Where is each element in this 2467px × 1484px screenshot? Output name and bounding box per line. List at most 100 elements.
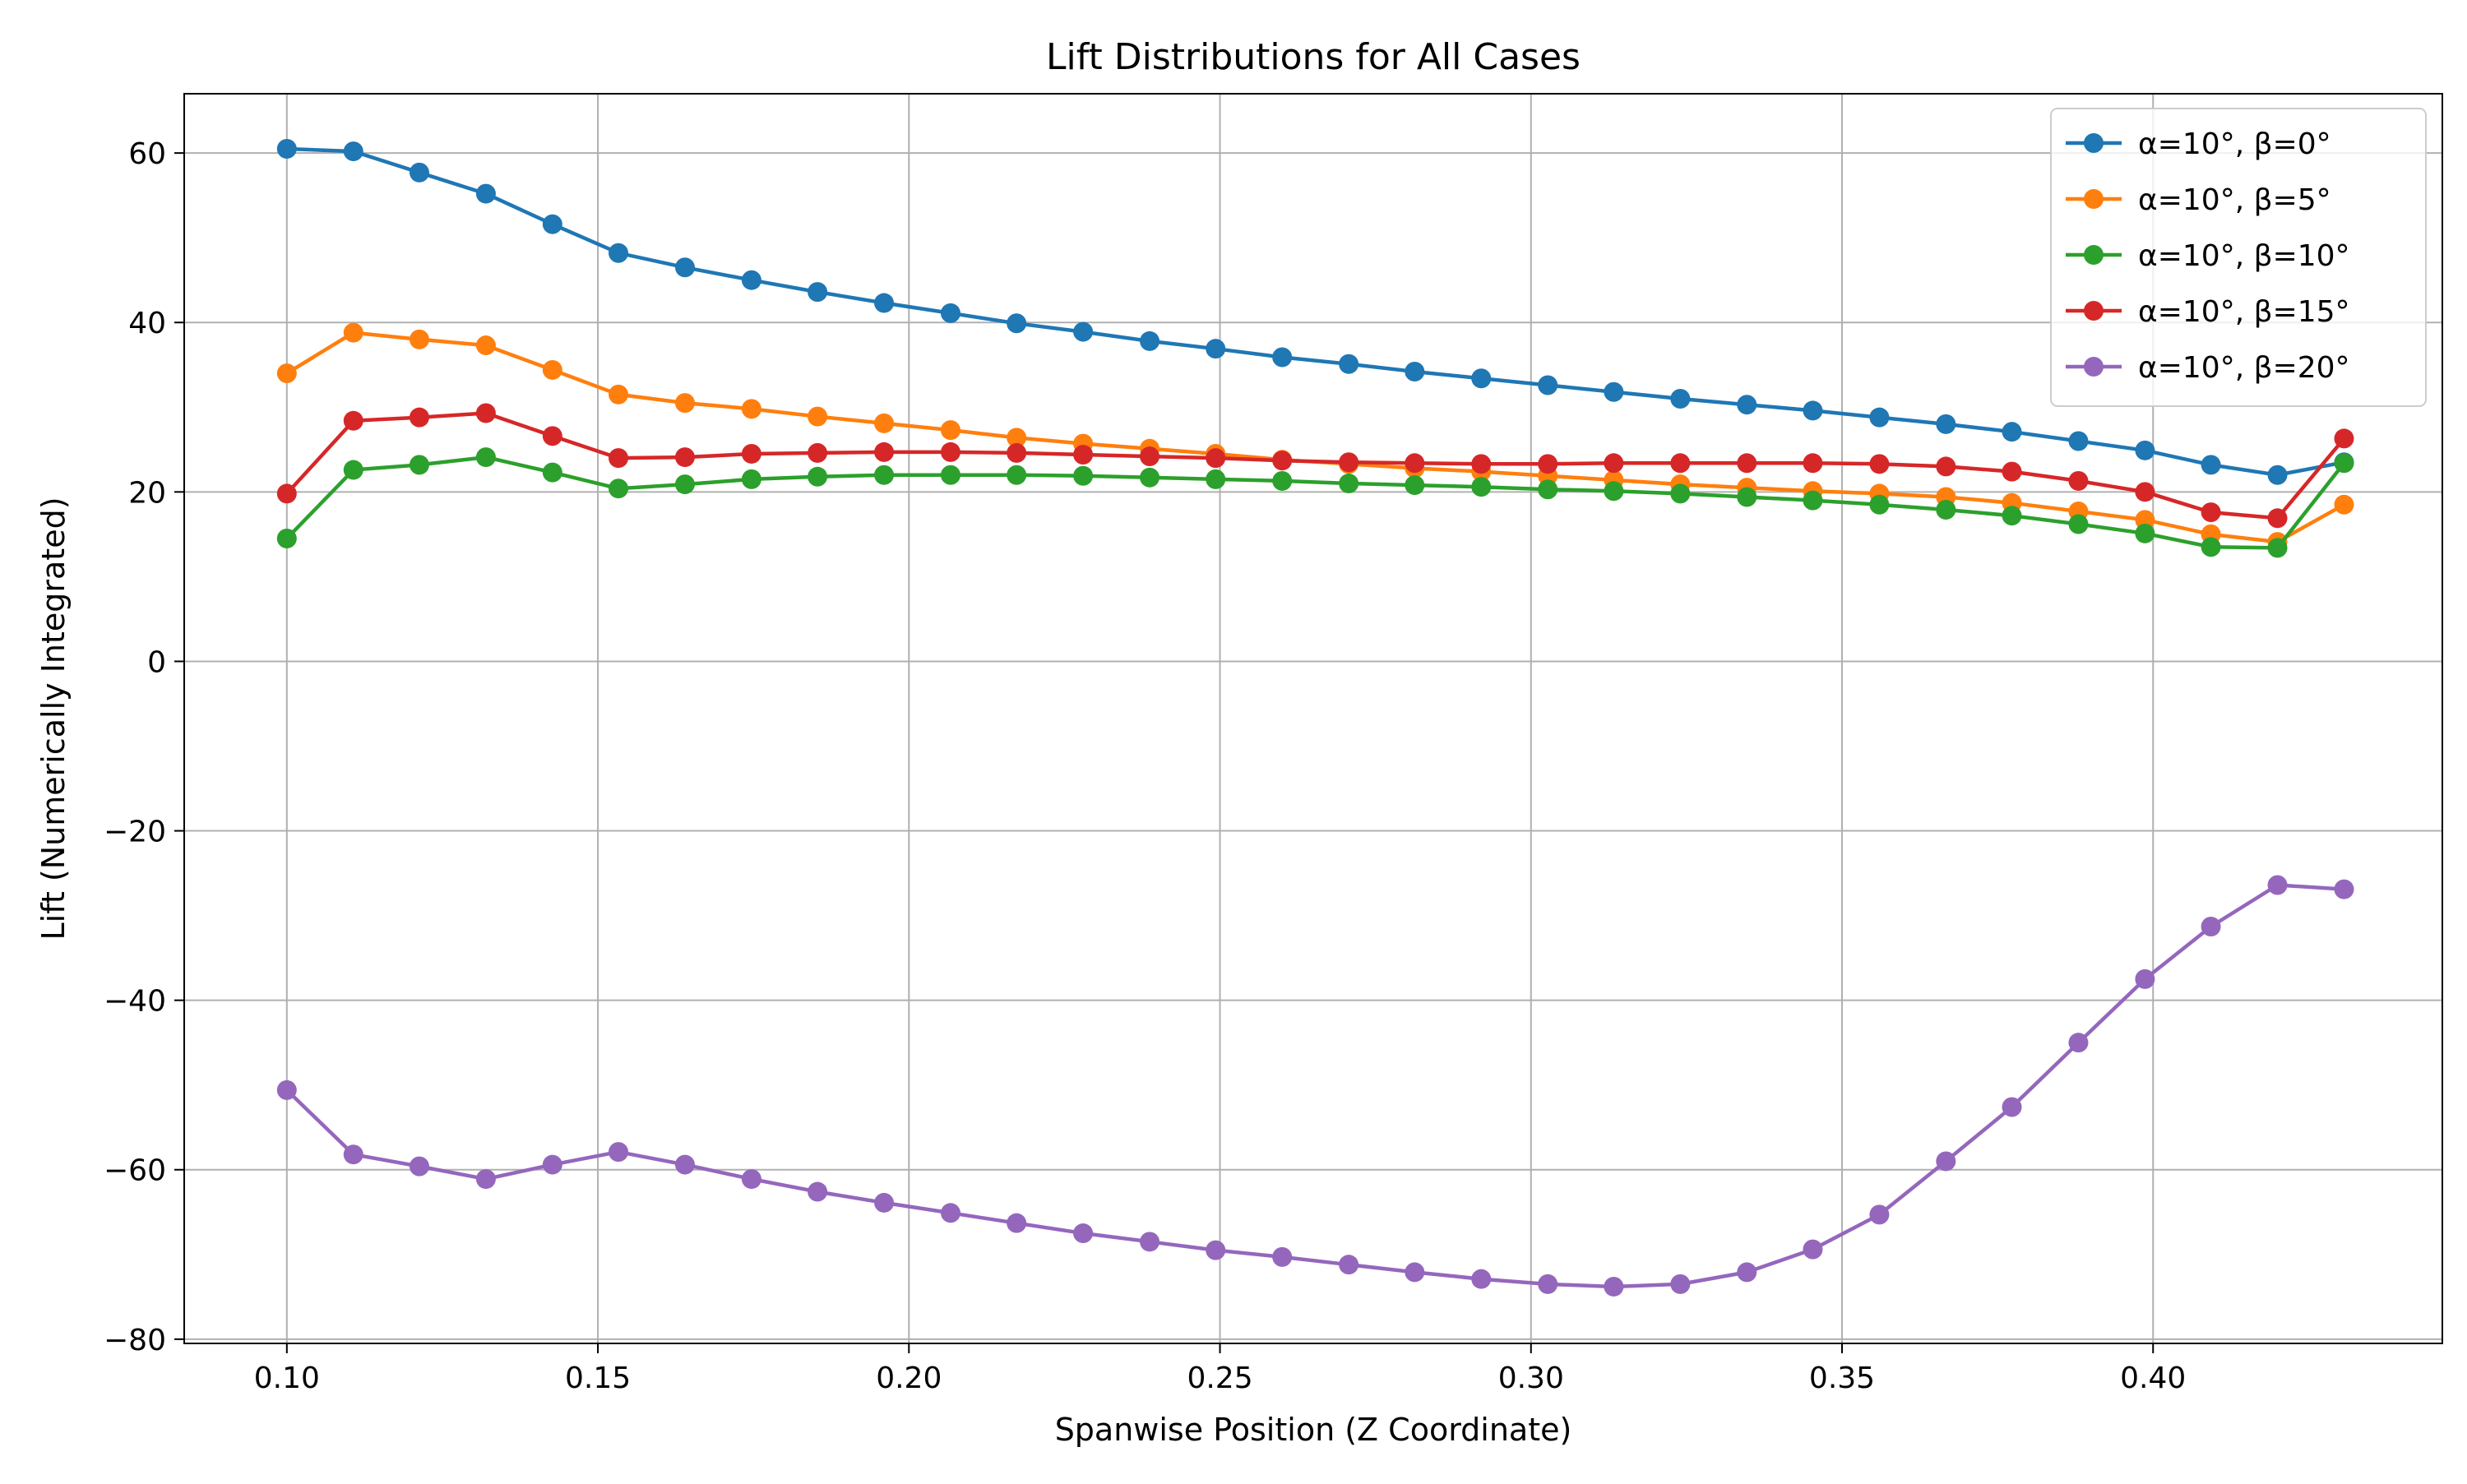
data-point (1604, 381, 1624, 402)
data-point (1936, 414, 1956, 434)
legend-marker (2084, 301, 2104, 321)
data-point (1803, 490, 1823, 511)
data-point (808, 1181, 828, 1202)
data-point (1737, 395, 1757, 415)
x-tick-label: 0.35 (1809, 1361, 1875, 1395)
data-point (1538, 479, 1558, 500)
data-point (1339, 1255, 1359, 1275)
data-point (2334, 428, 2354, 449)
data-point (940, 465, 960, 485)
data-point (2068, 514, 2089, 534)
data-point (1140, 446, 1160, 467)
y-axis-label: Lift (Numerically Integrated) (35, 497, 72, 940)
data-point (1538, 454, 1558, 474)
data-point (276, 483, 297, 504)
data-point (940, 1203, 960, 1223)
data-point (1538, 1274, 1558, 1294)
data-point (1339, 474, 1359, 494)
data-point (2135, 440, 2155, 460)
data-point (475, 447, 496, 468)
data-point (674, 1154, 695, 1175)
data-point (1140, 1232, 1160, 1252)
series-line (285, 411, 2346, 520)
series-line (286, 146, 2344, 477)
y-tick-label: 60 (128, 137, 166, 171)
data-point (1803, 453, 1823, 474)
data-point (2334, 453, 2354, 474)
data-point (1538, 375, 1558, 395)
x-tick-label: 0.25 (1187, 1361, 1252, 1395)
data-point (1073, 465, 1094, 486)
data-point (1339, 452, 1359, 473)
legend-entry: α=10°, β=20° (2066, 351, 2350, 385)
data-point (276, 138, 297, 159)
y-tick-label: 0 (147, 645, 166, 679)
legend-entry: α=10°, β=5° (2066, 183, 2331, 217)
data-point (343, 141, 363, 162)
data-point (940, 303, 960, 323)
data-point (1073, 321, 1094, 342)
data-point (2002, 506, 2022, 526)
data-point (1405, 362, 1425, 382)
data-point (741, 270, 761, 290)
data-point (609, 478, 629, 499)
data-point (1869, 407, 1890, 428)
data-point (542, 214, 562, 234)
data-point (343, 460, 363, 480)
x-tick-label: 0.15 (565, 1361, 631, 1395)
legend-label: α=10°, β=10° (2138, 239, 2350, 273)
data-point (1803, 1239, 1823, 1260)
y-tick-label: −80 (104, 1324, 166, 1357)
data-point (2267, 508, 2288, 529)
data-point (1007, 465, 1027, 485)
data-point (1604, 453, 1624, 474)
data-point (2135, 482, 2155, 502)
series-4 (276, 403, 2354, 529)
legend-entry: α=10°, β=0° (2066, 127, 2331, 161)
data-point (1206, 339, 1226, 359)
data-point (2201, 455, 2221, 475)
data-point (874, 442, 895, 462)
data-point (475, 183, 496, 204)
data-point (1007, 313, 1027, 334)
data-point (409, 1156, 429, 1177)
data-point (276, 363, 297, 384)
data-point (2267, 875, 2288, 895)
data-point (609, 384, 629, 405)
x-tick-label: 0.30 (1498, 1361, 1564, 1395)
data-point (940, 420, 960, 441)
data-point (1471, 1269, 1492, 1289)
data-point (1670, 453, 1691, 474)
data-point (741, 399, 761, 419)
x-tick-label: 0.40 (2120, 1361, 2186, 1395)
data-point (1670, 388, 1691, 409)
data-point (1272, 451, 1293, 471)
data-point (1670, 483, 1691, 504)
data-point (1604, 481, 1624, 502)
data-point (475, 403, 496, 423)
data-point (1869, 1204, 1890, 1225)
data-point (2002, 1097, 2022, 1117)
legend: α=10°, β=0° α=10°, β=5° α=10°, β=10° α=10°,… (2050, 108, 2427, 407)
data-point (1471, 368, 1492, 389)
data-point (2002, 461, 2022, 482)
legend-label: α=10°, β=20° (2138, 351, 2350, 385)
data-point (2201, 537, 2221, 557)
axis-ticks: 0.10 0.15 0.20 0.25 0.30 0.35 0.40 −80 −60 −40 −20… (104, 137, 2186, 1395)
data-point (1471, 454, 1492, 474)
data-point (741, 1169, 761, 1190)
data-point (1339, 354, 1359, 374)
y-tick-label: −60 (104, 1154, 166, 1188)
data-point (276, 529, 297, 549)
data-point (2201, 502, 2221, 523)
y-tick-label: −20 (104, 816, 166, 849)
plot-series (276, 138, 2354, 1297)
data-point (874, 1192, 895, 1213)
y-tick-label: 20 (128, 476, 166, 510)
data-point (1803, 400, 1823, 421)
data-point (409, 329, 429, 349)
data-point (1604, 1276, 1624, 1297)
legend-marker (2084, 245, 2104, 265)
data-point (1073, 1223, 1094, 1244)
data-point (343, 410, 363, 431)
